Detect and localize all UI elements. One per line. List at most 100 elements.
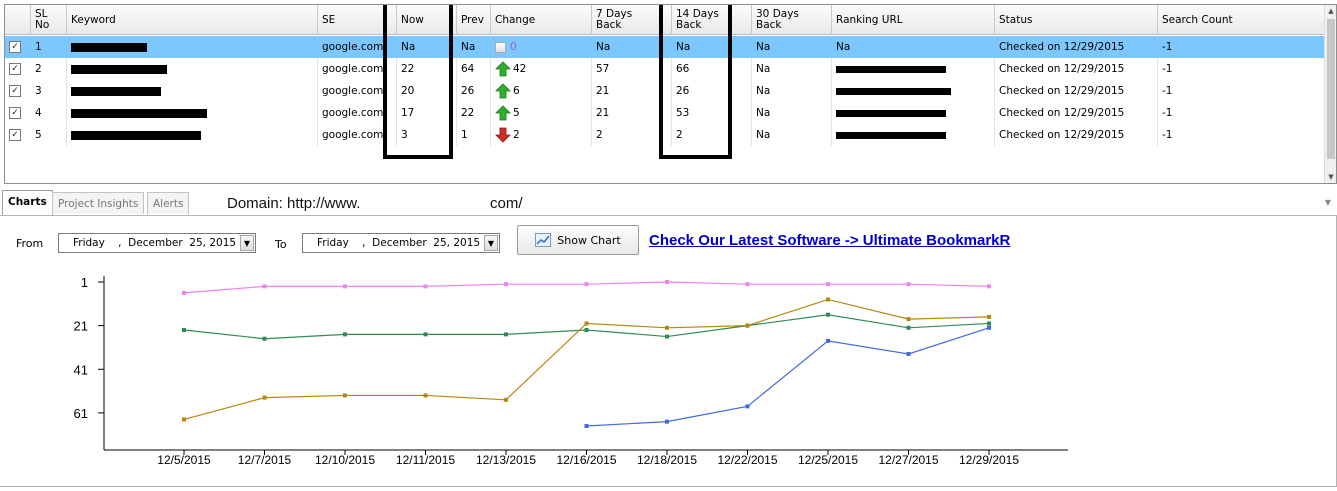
row-checkbox[interactable]: ✓ <box>9 63 21 75</box>
count-cell: -1 <box>1158 80 1325 102</box>
data-point <box>423 284 428 289</box>
row-checkbox[interactable]: ✓ <box>9 85 21 97</box>
table-row[interactable]: ✓ 3 google.com 20 26 6 21 26 Na Checked on 12/29/… <box>5 80 1325 102</box>
data-point <box>987 321 991 326</box>
tab-dropdown-icon[interactable]: ▼ <box>1324 198 1331 207</box>
x-tick-label: 12/10/2015 <box>315 453 375 467</box>
chevron-down-icon[interactable]: ▼ <box>484 235 498 251</box>
header-now[interactable]: Now <box>397 5 457 35</box>
header-keyword[interactable]: Keyword <box>67 5 318 35</box>
series-line-2 <box>183 314 990 340</box>
header-prev[interactable]: Prev <box>457 5 491 35</box>
d7-cell: 21 <box>592 102 672 124</box>
data-point <box>504 397 508 402</box>
no-cell: 4 <box>31 102 67 124</box>
row-checkbox[interactable]: ✓ <box>9 129 21 141</box>
data-point <box>745 404 750 409</box>
d14-cell: Na <box>672 36 752 58</box>
tab-project-insights[interactable]: Project Insights <box>52 192 145 214</box>
tab-bar: Charts Project Insights Alerts Domain: h… <box>0 190 1337 216</box>
se-cell: google.com <box>318 80 397 102</box>
change-value: 6 <box>513 85 520 97</box>
table-row[interactable]: ✓ 1 google.com Na Na 0 Na Na Na Na Checked on 12/2… <box>5 36 1325 58</box>
keyword-cell <box>67 80 318 102</box>
scroll-thumb[interactable] <box>1327 19 1335 159</box>
row-checkbox[interactable]: ✓ <box>9 41 21 53</box>
data-point <box>745 282 750 287</box>
table-row[interactable]: ✓ 2 google.com 22 64 42 57 66 Na Checked on 12/29… <box>5 58 1325 80</box>
change-value: 42 <box>513 63 527 75</box>
d30-cell: Na <box>752 58 832 80</box>
status-cell: Checked on 12/29/2015 <box>995 124 1158 146</box>
data-point <box>987 325 991 330</box>
status-cell: Checked on 12/29/2015 <box>995 36 1158 58</box>
count-cell: -1 <box>1158 36 1325 58</box>
data-point <box>584 424 589 428</box>
ranking-url-cell <box>832 80 995 102</box>
header-se[interactable]: SE <box>318 5 397 35</box>
data-point <box>584 328 589 332</box>
header-sl-no[interactable]: SL No <box>31 5 67 35</box>
change-cell: 5 <box>491 102 592 124</box>
data-point <box>504 282 508 287</box>
prev-cell: 1 <box>457 124 491 146</box>
row-checkbox[interactable]: ✓ <box>9 107 21 119</box>
data-point <box>745 323 750 328</box>
header-status[interactable]: Status <box>995 5 1158 35</box>
data-point <box>987 314 991 319</box>
header-ranking-url[interactable]: Ranking URL <box>832 5 995 35</box>
data-point <box>665 280 669 284</box>
header-checkbox-col <box>5 5 31 35</box>
tab-charts[interactable]: Charts <box>2 190 53 215</box>
header-14-days-back[interactable]: 14 Days Back <box>672 5 752 35</box>
grid-vertical-scrollbar[interactable]: ▲ ▼ <box>1324 5 1336 183</box>
data-point <box>262 284 267 289</box>
data-point <box>987 284 991 289</box>
redacted-url <box>836 87 951 95</box>
d14-cell: 53 <box>672 102 752 124</box>
no-cell: 3 <box>31 80 67 102</box>
now-cell: 3 <box>397 124 457 146</box>
d30-cell: Na <box>752 102 832 124</box>
change-value: 2 <box>513 129 520 141</box>
data-point <box>343 393 347 398</box>
y-tick-label: 21 <box>74 319 88 334</box>
data-point <box>423 393 428 398</box>
arrow-down-icon <box>495 127 511 143</box>
promo-link[interactable]: Check Our Latest Software -> Ultimate Bo… <box>649 232 1011 249</box>
header-30-days-back[interactable]: 30 Days Back <box>752 5 832 35</box>
keyword-cell <box>67 102 318 124</box>
frame-border <box>0 486 1337 487</box>
x-tick-label: 12/18/2015 <box>637 453 697 467</box>
se-cell: google.com <box>318 102 397 124</box>
data-point <box>584 282 589 287</box>
arrow-up-icon <box>495 61 511 77</box>
keyword-cell <box>67 124 318 146</box>
header-search-count[interactable]: Search Count <box>1158 5 1325 35</box>
tab-alerts[interactable]: Alerts <box>147 192 190 214</box>
header-7-days-back[interactable]: 7 Days Back <box>592 5 672 35</box>
change-cell: 6 <box>491 80 592 102</box>
data-point <box>262 395 267 400</box>
redacted-keyword <box>71 130 201 140</box>
table-row[interactable]: ✓ 5 google.com 3 1 2 2 2 Na Checked on 12/29/2015… <box>5 124 1325 146</box>
from-date-value: Friday , December 25, 2015 <box>73 237 237 249</box>
to-label: To <box>275 238 287 251</box>
header-change[interactable]: Change <box>491 5 592 35</box>
now-cell: 20 <box>397 80 457 102</box>
chevron-down-icon[interactable]: ▼ <box>240 235 254 251</box>
scroll-down-icon[interactable]: ▼ <box>1328 173 1334 181</box>
d30-cell: Na <box>752 80 832 102</box>
show-chart-button[interactable]: Show Chart <box>517 225 639 255</box>
redacted-url <box>836 109 946 117</box>
keyword-cell <box>67 58 318 80</box>
table-row[interactable]: ✓ 4 google.com 17 22 5 21 53 Na Checked on 12/29/… <box>5 102 1325 124</box>
scroll-up-icon[interactable]: ▲ <box>1328 7 1334 15</box>
to-date-picker[interactable]: Friday , December 25, 2015 ▼ <box>302 233 500 253</box>
d7-cell: 21 <box>592 80 672 102</box>
from-label: From <box>16 237 44 250</box>
x-tick-label: 12/27/2015 <box>878 453 938 467</box>
redacted-keyword <box>71 86 161 96</box>
from-date-picker[interactable]: Friday , December 25, 2015 ▼ <box>58 233 256 253</box>
d30-cell: Na <box>752 36 832 58</box>
